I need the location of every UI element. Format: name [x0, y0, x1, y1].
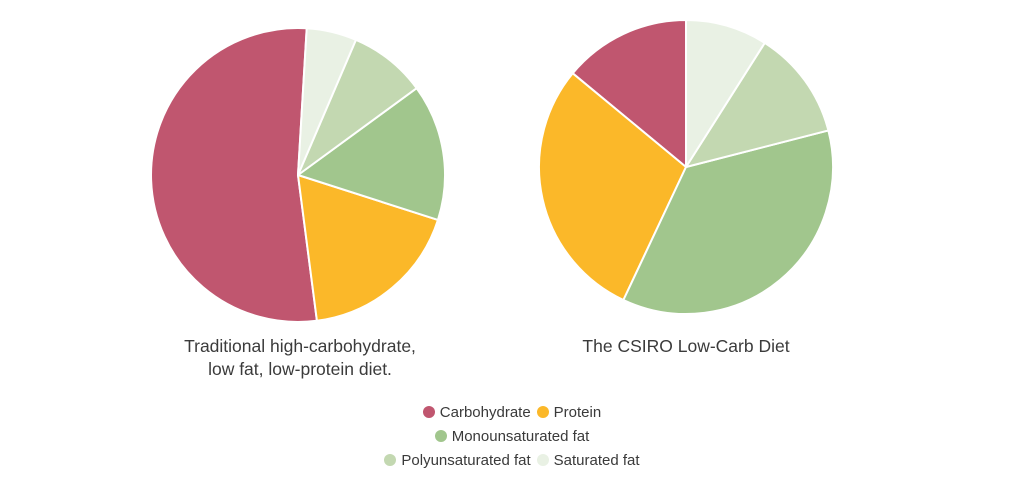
pie-charts — [150, 19, 834, 323]
legend-label: Protein — [553, 403, 602, 421]
pie-1-caption: Traditional high-carbohydrate, low fat, … — [150, 335, 450, 381]
pie-1-caption-line-1: Traditional high-carbohydrate, — [184, 336, 416, 356]
pie-2-slice-monounsaturated-fat — [622, 129, 834, 315]
pie-2-slice-saturated-fat — [685, 19, 766, 168]
legend: Carbohydrate Protein Monounsaturated fat Po… — [0, 400, 1024, 472]
legend-label: Monounsaturated fat — [451, 427, 590, 445]
legend-row: Monounsaturated fat — [0, 424, 1024, 448]
legend-item: Saturated fat — [536, 451, 640, 469]
legend-item: Carbohydrate — [422, 403, 531, 421]
legend-label: Carbohydrate — [439, 403, 531, 421]
legend-swatch — [536, 454, 549, 466]
pie-1-slice-monounsaturated-fat — [297, 87, 446, 221]
legend-row: Polyunsaturated fat Saturated fat — [0, 448, 1024, 472]
pie-1-caption-line-2: low fat, low-protein diet. — [208, 359, 392, 379]
legend-swatch — [384, 454, 397, 466]
pie-2-caption-line-1: The CSIRO Low-Carb Diet — [582, 336, 790, 356]
legend-item: Monounsaturated fat — [434, 427, 590, 445]
legend-swatch — [422, 406, 435, 418]
legend-item: Polyunsaturated fat — [384, 451, 531, 469]
pie-2-slice-polyunsaturated-fat — [685, 41, 830, 168]
legend-label: Saturated fat — [553, 451, 640, 469]
legend-row: Carbohydrate Protein — [0, 400, 1024, 424]
legend-item: Protein — [536, 403, 602, 421]
legend-swatch — [434, 430, 447, 442]
pie-1-slice-saturated-fat — [297, 27, 357, 176]
pie-2-caption: The CSIRO Low-Carb Diet — [545, 335, 827, 358]
legend-label: Polyunsaturated fat — [401, 451, 531, 469]
pie-2-slice-carbohydrate — [571, 19, 687, 168]
pie-1-slice-protein — [297, 174, 439, 322]
pie-1-slice-carbohydrate — [150, 27, 318, 323]
legend-swatch — [536, 406, 549, 418]
pie-2 — [538, 19, 834, 315]
pie-1 — [150, 27, 446, 323]
